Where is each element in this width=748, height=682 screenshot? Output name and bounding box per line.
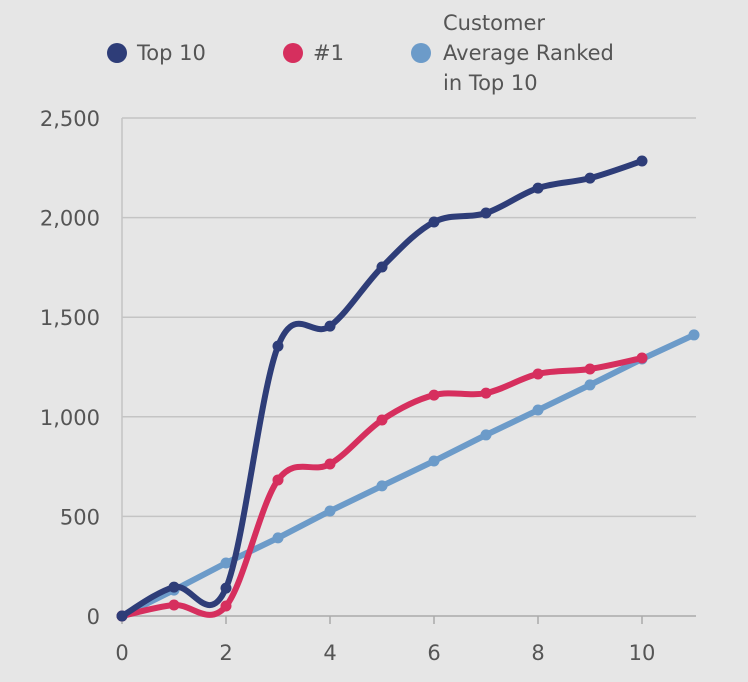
data-point <box>584 363 596 375</box>
data-point <box>480 387 492 399</box>
y-tick-label: 0 <box>87 605 100 629</box>
legend-marker-2 <box>411 43 431 63</box>
x-tick-label: 8 <box>531 641 544 665</box>
data-point <box>584 379 596 391</box>
data-point <box>480 429 492 441</box>
x-tick-label: 2 <box>219 641 232 665</box>
y-tick-label: 1,500 <box>40 306 100 330</box>
data-point <box>532 182 544 194</box>
gridlines <box>122 117 696 518</box>
data-point <box>480 207 492 219</box>
legend-label: #1 <box>313 41 344 65</box>
data-point <box>428 389 440 401</box>
legend-label-line: Average Ranked <box>443 41 614 65</box>
data-point <box>532 368 544 380</box>
axes: 0 500 1,000 1,500 2,000 2,500 0 2 4 6 8 10 <box>40 107 696 665</box>
x-tick-label: 10 <box>629 641 656 665</box>
y-tick-label: 1,000 <box>40 406 100 430</box>
y-tick-label: 500 <box>60 505 100 529</box>
x-tick-label: 0 <box>115 641 128 665</box>
data-point <box>272 340 284 352</box>
data-point <box>376 261 388 273</box>
legend-label: Top 10 <box>136 41 206 65</box>
series-layer <box>116 155 700 622</box>
data-point <box>532 404 544 416</box>
x-tick-label: 4 <box>323 641 336 665</box>
legend: Top 10 #1 Customer Average Ranked in Top 10 <box>107 11 614 95</box>
data-point <box>324 505 336 517</box>
data-point <box>688 329 700 341</box>
data-point <box>220 557 232 569</box>
data-point <box>116 610 128 622</box>
data-point <box>272 474 284 486</box>
data-point <box>220 582 232 594</box>
data-point <box>168 581 180 593</box>
legend-label-line: in Top 10 <box>443 71 538 95</box>
series-line-0 <box>119 158 645 619</box>
series-line-2 <box>119 331 697 619</box>
data-point <box>376 414 388 426</box>
data-point <box>168 599 180 611</box>
data-point <box>636 155 648 167</box>
data-point <box>324 458 336 470</box>
y-tick-label: 2,500 <box>40 107 100 131</box>
legend-label-line: Customer <box>443 11 545 35</box>
data-point <box>220 600 232 612</box>
series-line-1 <box>119 355 645 619</box>
data-point <box>324 320 336 332</box>
data-point <box>272 532 284 544</box>
data-point <box>376 480 388 492</box>
legend-marker-1 <box>283 43 303 63</box>
legend-marker-0 <box>107 43 127 63</box>
data-point <box>428 455 440 467</box>
y-tick-label: 2,000 <box>40 207 100 231</box>
data-point <box>636 352 648 364</box>
data-point <box>428 216 440 228</box>
data-point <box>584 172 596 184</box>
x-tick-label: 6 <box>427 641 440 665</box>
